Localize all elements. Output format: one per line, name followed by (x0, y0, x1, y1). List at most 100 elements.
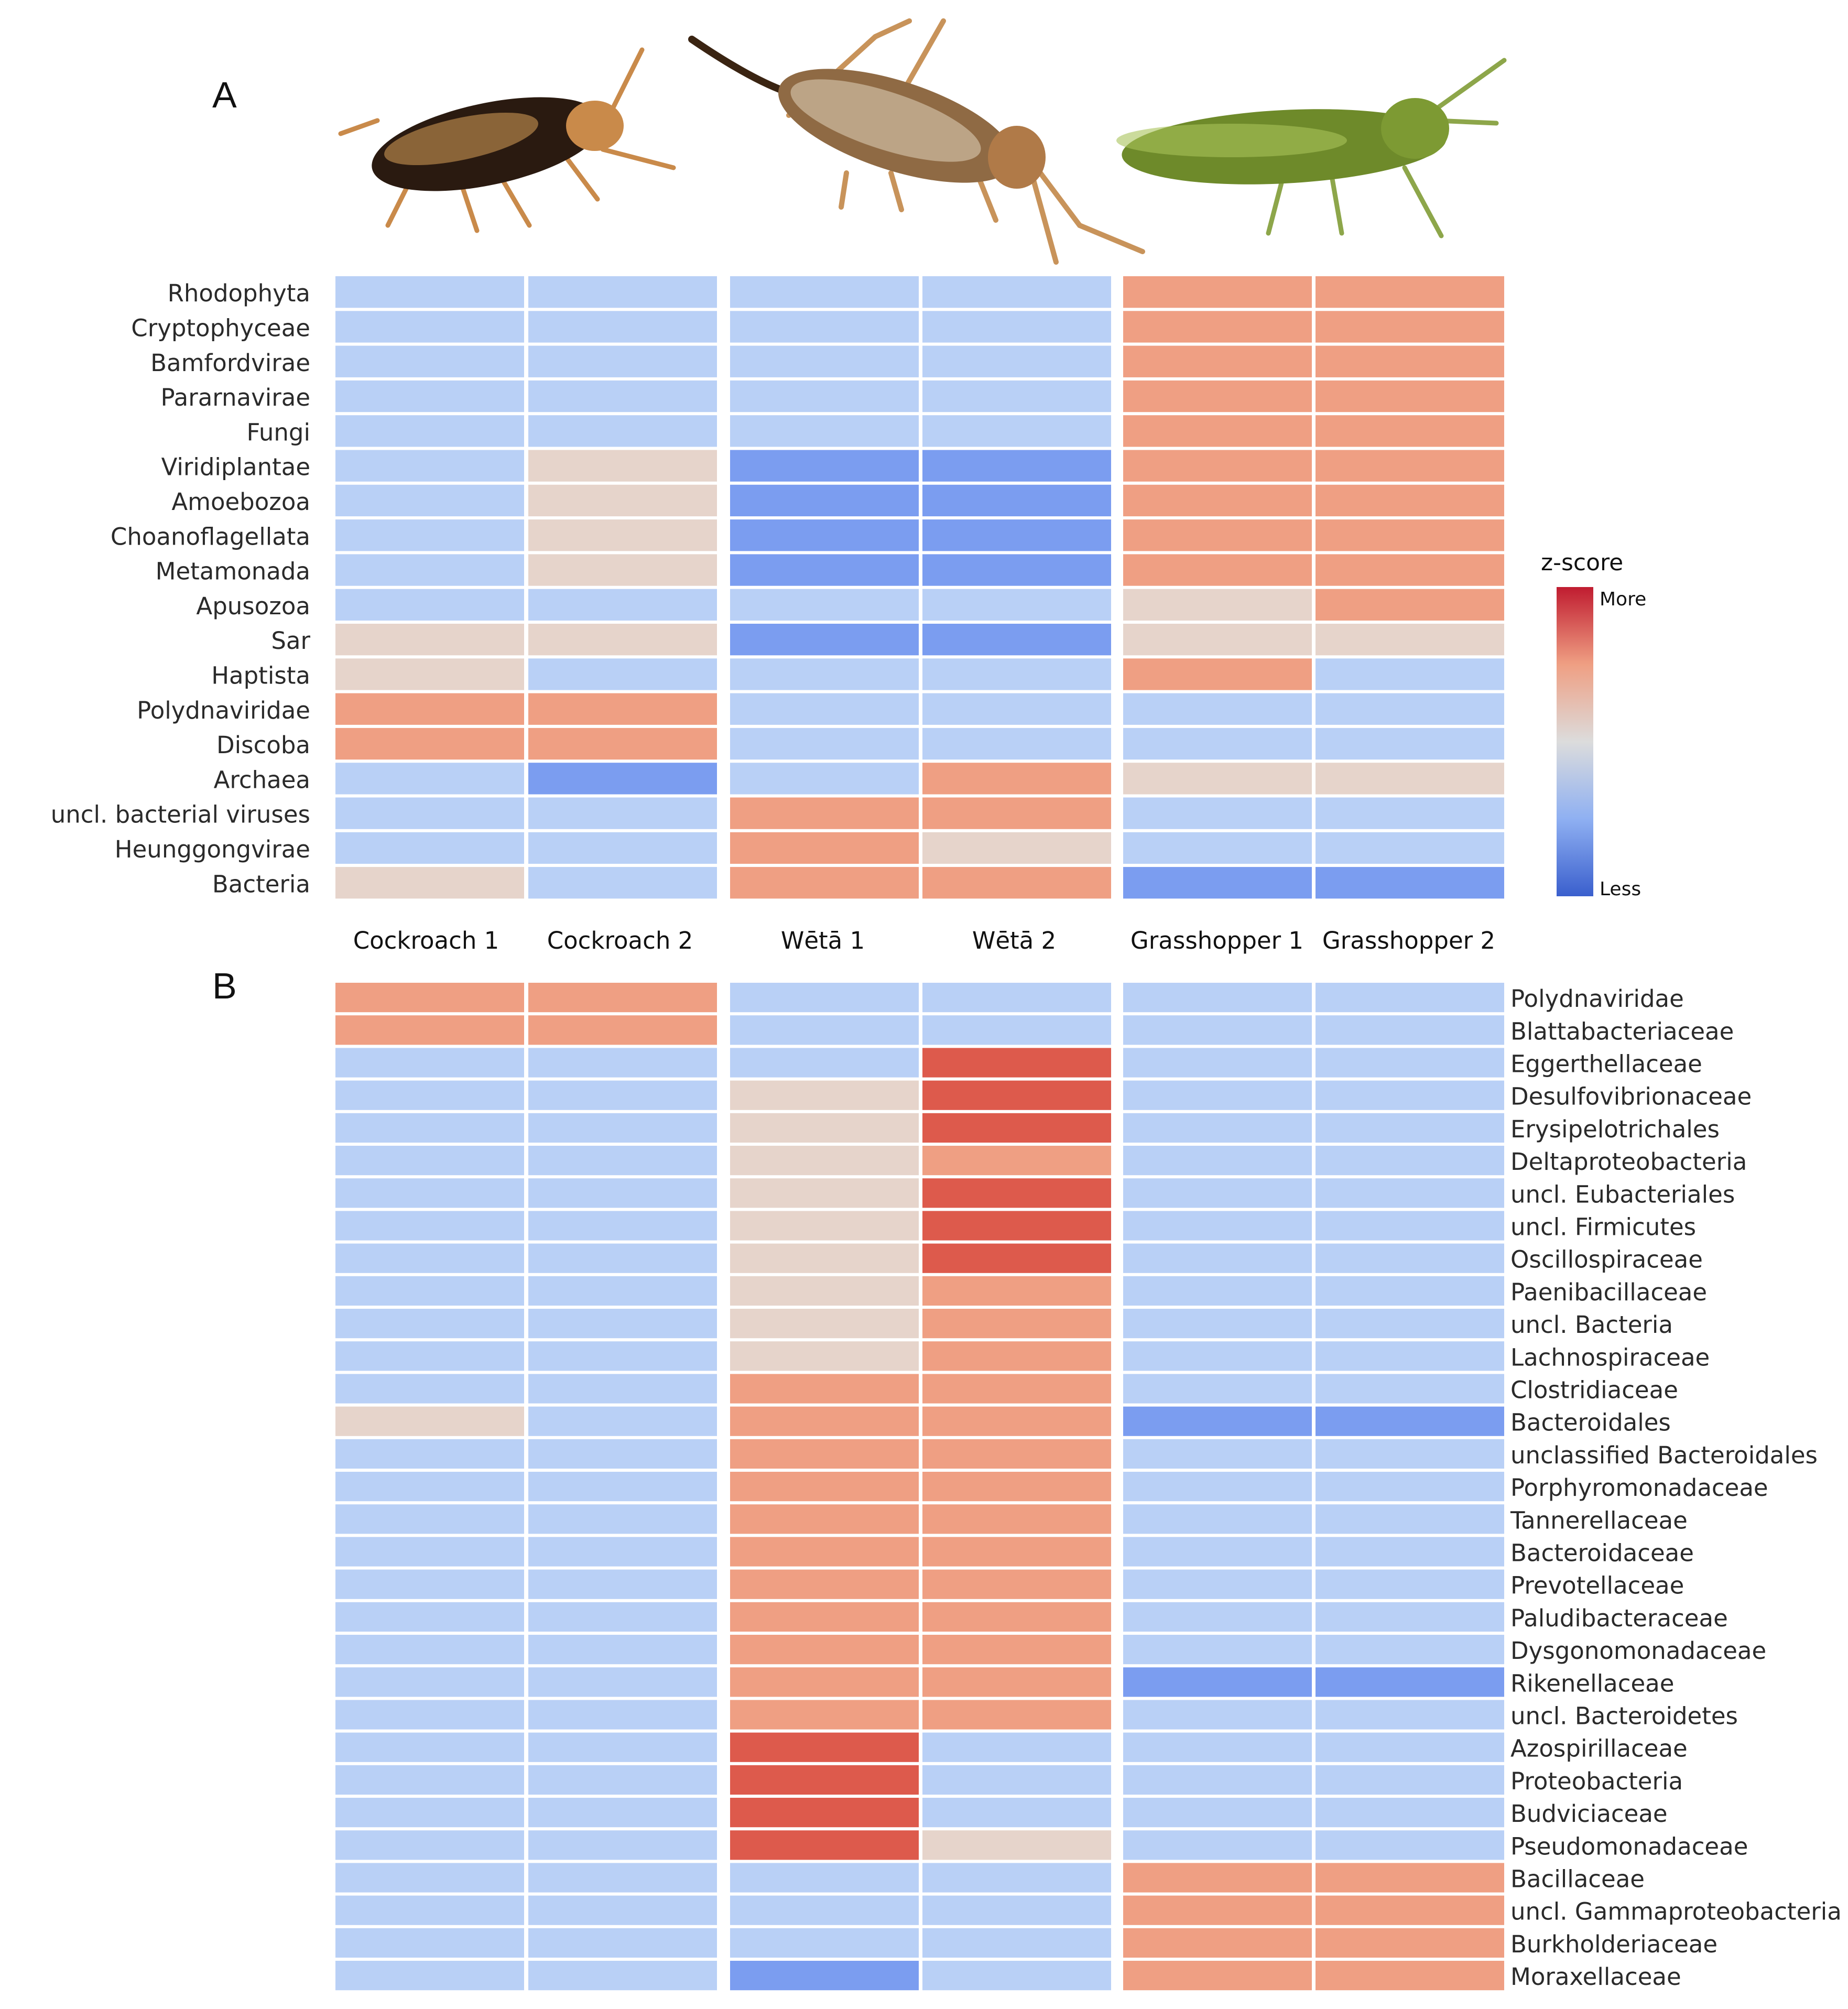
heatmap-cell (1316, 658, 1504, 690)
heatmap-cell (1123, 1569, 1312, 1599)
heatmap-cell (528, 1113, 717, 1143)
row-label: Blattabacteriaceae (1510, 1017, 1734, 1045)
heatmap-cell (922, 1309, 1111, 1339)
heatmap-cell (730, 693, 919, 725)
heatmap-cell (922, 1374, 1111, 1404)
heatmap-cell (1316, 450, 1504, 482)
heatmap-cell (335, 589, 524, 621)
heatmap-cell (1316, 1080, 1504, 1110)
heatmap-cell (528, 1732, 717, 1762)
column-label: Wētā 1 (781, 927, 865, 954)
row-label: Paenibacillaceae (1510, 1278, 1707, 1306)
heatmap-cell (730, 624, 919, 656)
row-label: Rhodophyta (168, 279, 310, 307)
row-label: uncl. Firmicutes (1510, 1213, 1696, 1241)
heatmap-cell (335, 1113, 524, 1143)
heatmap-cell (528, 1178, 717, 1208)
heatmap-cell (730, 1602, 919, 1632)
heatmap-cell (1123, 658, 1312, 690)
heatmap-cell (1316, 1732, 1504, 1762)
heatmap-cell (922, 658, 1111, 690)
heatmap-cell (528, 1406, 717, 1436)
heatmap-cell (1316, 1961, 1504, 1991)
row-label: Erysipelotrichales (1510, 1115, 1720, 1143)
heatmap-cell (335, 380, 524, 412)
heatmap-cell (335, 484, 524, 517)
heatmap-cell (335, 763, 524, 795)
heatmap-cell (730, 1439, 919, 1469)
heatmap-cell (528, 1472, 717, 1502)
heatmap-cell (922, 1113, 1111, 1143)
heatmap-cell (1123, 380, 1312, 412)
heatmap-cell (528, 1700, 717, 1730)
heatmap-cell (1123, 1406, 1312, 1436)
heatmap-cell (528, 1895, 717, 1925)
column-label: Cockroach 1 (353, 927, 499, 954)
row-label: Heunggongvirae (115, 835, 310, 863)
heatmap-cell (730, 1928, 919, 1958)
heatmap-cell (1316, 832, 1504, 864)
heatmap-cell (922, 983, 1111, 1013)
heatmap-cell (528, 832, 717, 864)
row-label: Moraxellaceae (1510, 1963, 1681, 1991)
heatmap-cell (335, 1765, 524, 1795)
heatmap-cell (1316, 1798, 1504, 1828)
heatmap-cell (922, 1146, 1111, 1176)
heatmap-cell (528, 1602, 717, 1632)
row-label: Pseudomonadaceae (1510, 1832, 1748, 1860)
heatmap-cell (335, 1341, 524, 1371)
heatmap-cell (335, 1015, 524, 1045)
heatmap-cell (922, 1537, 1111, 1567)
heatmap-cell (1316, 1276, 1504, 1306)
column-labels: Cockroach 1 Cockroach 2 Wētā 1 Wētā 2 Grassh… (353, 927, 1495, 954)
heatmap-cell (528, 1537, 717, 1567)
heatmap-cell (1123, 1341, 1312, 1371)
row-label: Bacteria (212, 870, 310, 898)
heatmap-cell (528, 1798, 717, 1828)
heatmap-cell (922, 624, 1111, 656)
heatmap-cell (1316, 1243, 1504, 1273)
heatmap-cell (1123, 1667, 1312, 1697)
row-label: Budviciaceae (1510, 1800, 1668, 1828)
heatmap-cell (730, 1015, 919, 1045)
heatmap-cell (1316, 484, 1504, 517)
row-label: Deltaproteobacteria (1510, 1148, 1747, 1176)
heatmap-cell (922, 797, 1111, 829)
heatmap-cell (730, 727, 919, 760)
heatmap-cell (1123, 1178, 1312, 1208)
heatmap-cell (528, 693, 717, 725)
heatmap-cell (730, 983, 919, 1013)
heatmap-cell (528, 1374, 717, 1404)
heatmap-cell (730, 380, 919, 412)
heatmap-cell (335, 1667, 524, 1697)
row-label: Cryptophyceae (131, 314, 310, 342)
heatmap-cell (335, 519, 524, 551)
heatmap-cell (922, 1243, 1111, 1273)
heatmap-cell (922, 1928, 1111, 1958)
heatmap-cell (730, 1732, 919, 1762)
heatmap-cell (528, 1961, 717, 1991)
legend-low-label: Less (1600, 878, 1641, 900)
row-label: Apusozoa (196, 592, 310, 620)
heatmap-cell (1123, 1798, 1312, 1828)
heatmap-cell (922, 554, 1111, 586)
heatmap-cell (922, 1700, 1111, 1730)
heatmap-cell (1316, 763, 1504, 795)
heatmap-cell (1123, 1015, 1312, 1045)
heatmap-cell (335, 1635, 524, 1665)
heatmap-cell (528, 554, 717, 586)
heatmap-cell (528, 1146, 717, 1176)
heatmap-cell (528, 983, 717, 1013)
heatmap-cell (730, 1146, 919, 1176)
row-label: Bamfordvirae (150, 349, 310, 377)
heatmap-cell (1316, 1341, 1504, 1371)
heatmap-cell (730, 554, 919, 586)
column-label: Cockroach 2 (547, 927, 693, 954)
heatmap-cell (1123, 311, 1312, 343)
heatmap-cell (730, 1406, 919, 1436)
heatmap-cell (1316, 797, 1504, 829)
row-label: Burkholderiaceae (1510, 1930, 1717, 1958)
heatmap-cell (922, 415, 1111, 447)
heatmap-cell (528, 1048, 717, 1078)
heatmap-cell (335, 1374, 524, 1404)
